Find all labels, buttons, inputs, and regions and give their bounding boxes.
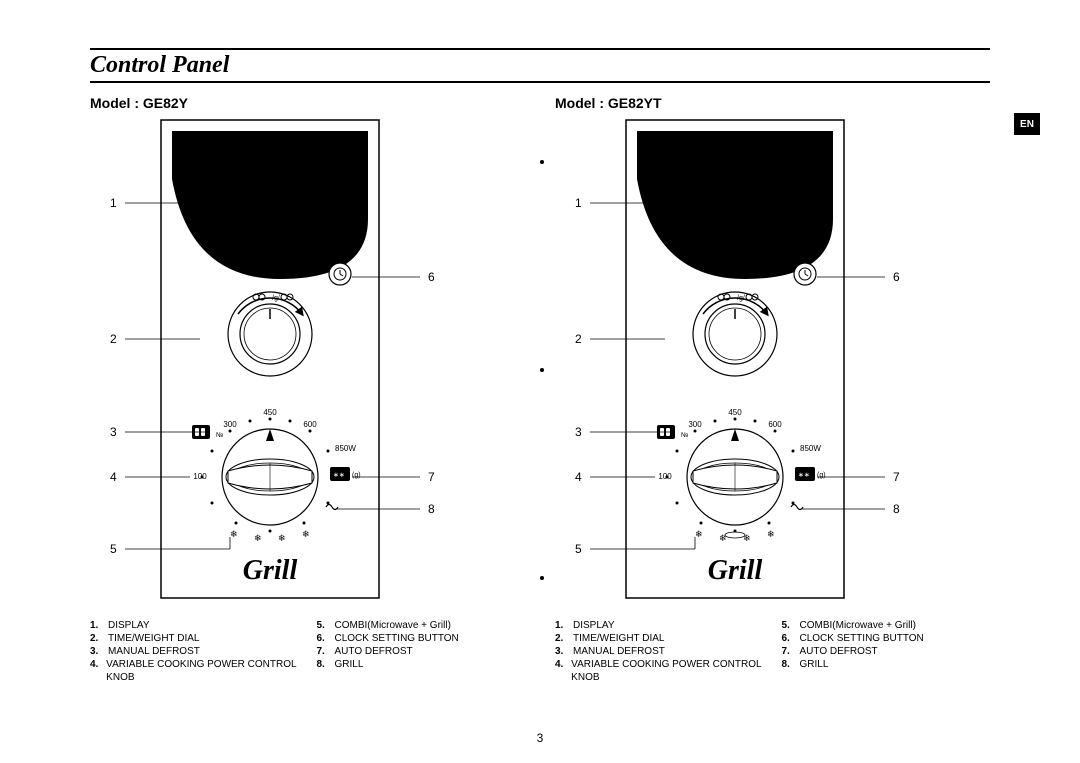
- language-badge: EN: [1014, 113, 1040, 135]
- legend-left: 1.DISPLAY 2.TIME/WEIGHT DIAL 3.MANUAL DE…: [90, 619, 525, 684]
- section-title: Control Panel: [90, 52, 990, 83]
- top-rule: [90, 48, 990, 50]
- col-left: Model : GE82Y: [90, 95, 525, 684]
- model-label-left: Model : GE82Y: [90, 95, 525, 111]
- legend-right: 1.DISPLAY 2.TIME/WEIGHT DIAL 3.MANUAL DE…: [555, 619, 990, 684]
- callouts-left: 1 2 3 4 5 6 7 8: [90, 119, 525, 609]
- col-right: Model : GE82YT /g/: [555, 95, 990, 684]
- panel-wrap-right: /g/ 300 450 600 850W 100: [555, 119, 990, 609]
- panel-wrap-left: /g/ 300 450 600 850W 100: [90, 119, 525, 609]
- model-label-right: Model : GE82YT: [555, 95, 990, 111]
- callouts-right: 1 2 3 4 5 6 7 8: [555, 119, 990, 609]
- page-number: 3: [537, 731, 544, 745]
- column-divider: [540, 160, 544, 580]
